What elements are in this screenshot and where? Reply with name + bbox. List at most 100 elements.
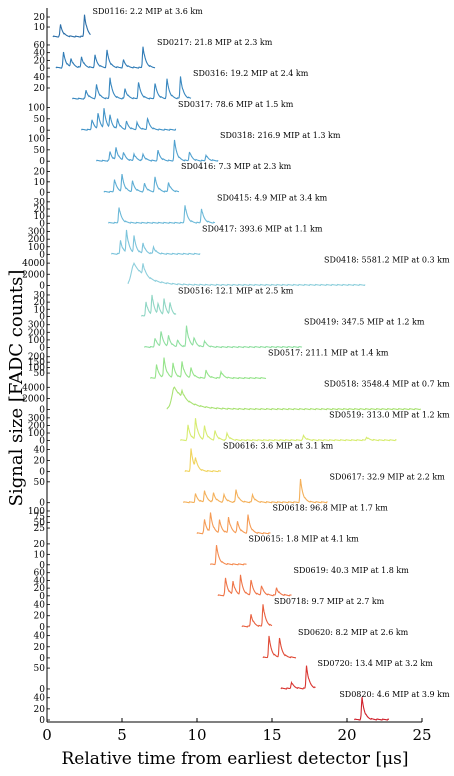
waveform-SD0619 [217, 574, 292, 597]
annotation-SD0418: SD0418: 5581.2 MIP at 0.3 km [324, 255, 450, 264]
annotation-SD0619: SD0619: 40.3 MIP at 1.8 km [294, 566, 410, 575]
annotation-SD0820: SD0820: 4.6 MIP at 3.9 km [339, 690, 450, 699]
annotation-SD0518: SD0518: 3548.4 MIP at 0.7 km [324, 380, 450, 389]
waveform-SD0217 [55, 46, 156, 69]
annotation-SD0718: SD0718: 9.7 MIP at 2.7 km [274, 597, 385, 606]
waveform-SD0318 [96, 139, 219, 162]
waveform-SD0618 [196, 512, 271, 535]
y-tick-label: 300 [28, 228, 45, 238]
y-tick-label: 0 [39, 126, 45, 136]
waveform-SD0820 [354, 697, 390, 721]
y-tick-label: 0 [39, 188, 45, 198]
y-tick-label: 20 [34, 13, 46, 23]
y-tick-label: 0 [39, 312, 45, 322]
waveform-SD0615 [210, 545, 247, 566]
waveform-SD0517 [150, 357, 267, 380]
x-tick-label: 0 [42, 726, 52, 744]
waveform-SD0620 [262, 635, 297, 659]
y-tick-label: 100 [28, 364, 45, 374]
y-tick-label: 10 [34, 212, 46, 222]
y-tick-label: 40 [34, 445, 46, 455]
y-tick-label: 20 [34, 167, 46, 177]
y-tick-label: 200 [28, 353, 45, 363]
y-tick-label: 75 [34, 513, 46, 523]
y-tick-label: 100 [28, 507, 45, 517]
y-tick-label: 2000 [22, 270, 45, 280]
waveform-SD0316 [72, 76, 192, 100]
annotation-SD0617: SD0617: 32.9 MIP at 2.2 km [330, 473, 446, 482]
y-tick-label: 40 [34, 576, 46, 586]
annotation-SD0417: SD0417: 393.6 MIP at 1.1 km [202, 224, 323, 233]
annotation-SD0419: SD0419: 347.5 MIP at 1.2 km [304, 317, 425, 326]
y-tick-label: 10 [34, 550, 46, 560]
y-tick-label: 50 [34, 146, 46, 156]
y-tick-label: 20 [34, 298, 46, 308]
y-tick-label: 0 [39, 654, 45, 664]
y-axis-label: Signal size [FADC counts] [6, 270, 27, 507]
y-tick-label: 200 [28, 421, 45, 431]
y-tick-label: 100 [28, 243, 45, 253]
waveform-SD0617 [183, 478, 328, 504]
y-tick-label: 10 [34, 23, 46, 33]
y-tick-label: 10 [34, 178, 46, 188]
y-tick-label: 100 [28, 429, 45, 439]
x-axis-label: Relative time from earliest detector [μs… [61, 749, 408, 769]
y-tick-label: 60 [34, 41, 46, 51]
y-tick-label: 40 [34, 49, 46, 59]
y-tick-label: 300 [28, 414, 45, 424]
waveform-SD0317 [81, 108, 177, 131]
y-tick-label: 4000 [22, 383, 45, 393]
waveform-SD0116 [52, 14, 91, 38]
y-tick-label: 20 [34, 705, 46, 715]
waveform-SD0516 [141, 294, 177, 317]
waveform-SD0718 [241, 604, 273, 628]
y-tick-label: 4000 [22, 259, 45, 269]
y-tick-label: 30 [34, 291, 46, 301]
x-tick-label: 20 [337, 726, 356, 744]
waveform-SD0415 [108, 205, 216, 224]
y-tick-label: 20 [34, 205, 46, 215]
y-tick-label: 60 [34, 569, 46, 579]
y-tick-label: 0 [39, 499, 45, 509]
waveform-SD0418 [127, 262, 366, 287]
y-tick-label: 40 [34, 73, 46, 83]
y-tick-label: 0 [39, 406, 45, 416]
annotation-SD0318: SD0318: 216.9 MIP at 1.3 km [220, 131, 341, 140]
y-tick-label: 40 [34, 601, 46, 611]
y-tick-label: 100 [28, 103, 45, 113]
waveform-SD0720 [280, 665, 316, 690]
annotation-SD0517: SD0517: 211.1 MIP at 1.4 km [268, 348, 389, 357]
waveform-SD0416 [103, 174, 180, 193]
y-tick-label: 200 [28, 235, 45, 245]
y-tick-label: 40 [34, 694, 46, 704]
y-tick-label: 0 [39, 219, 45, 229]
x-tick-label: 5 [117, 726, 127, 744]
y-tick-label: 100 [28, 336, 45, 346]
y-tick-label: 0 [39, 685, 45, 695]
y-tick-label: 25 [34, 524, 46, 534]
y-tick-label: 0 [39, 468, 45, 478]
y-tick-label: 20 [34, 584, 46, 594]
y-tick-label: 200 [28, 328, 45, 338]
y-tick-label: 0 [39, 281, 45, 291]
annotation-SD0519: SD0519: 313.0 MIP at 1.2 km [329, 411, 450, 420]
y-tick-label: 10 [34, 305, 46, 315]
y-tick-label: 300 [28, 321, 45, 331]
waveform-SD0417 [111, 229, 201, 255]
y-tick-label: 30 [34, 198, 46, 208]
waveform-SD0419 [144, 325, 303, 349]
y-tick-label: 2000 [22, 394, 45, 404]
y-tick-label: 0 [39, 250, 45, 260]
annotation-SD0616: SD0616: 3.6 MIP at 3.1 km [223, 442, 334, 451]
y-tick-label: 0 [39, 343, 45, 353]
annotation-SD0615: SD0615: 1.8 MIP at 4.1 km [249, 535, 360, 544]
annotation-SD0620: SD0620: 8.2 MIP at 2.6 km [298, 628, 409, 637]
y-tick-label: 50 [34, 115, 46, 125]
y-tick-label: 20 [34, 540, 46, 550]
y-tick-label: 20 [34, 643, 46, 653]
y-tick-label: 150 [28, 358, 45, 368]
y-tick-label: 20 [34, 56, 46, 66]
annotation-SD0618: SD0618: 96.8 MIP at 1.7 km [273, 504, 389, 513]
